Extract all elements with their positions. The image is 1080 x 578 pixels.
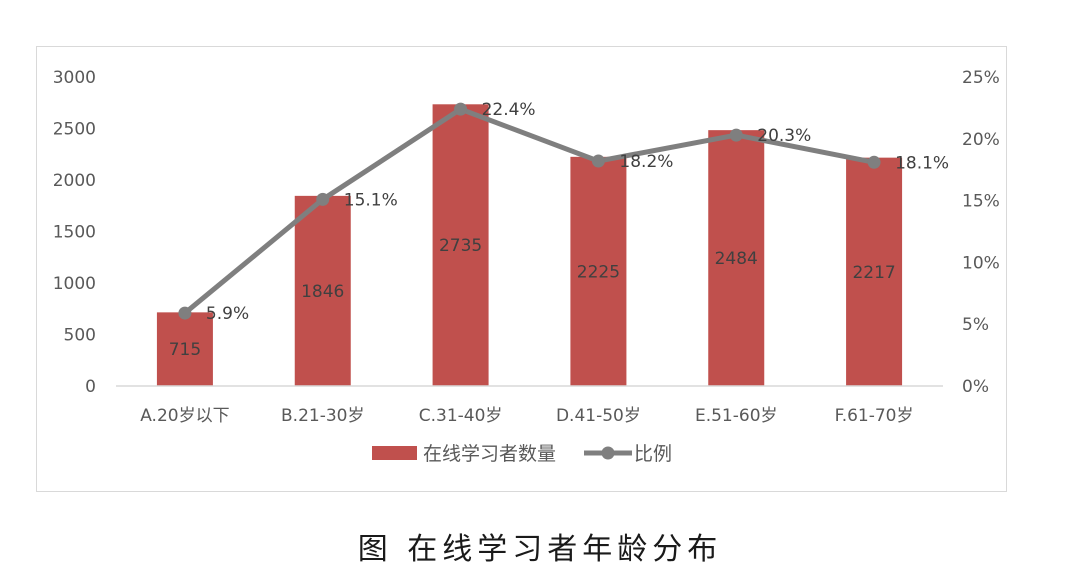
ratio-line xyxy=(183,106,875,316)
ratio-value-label: 20.3% xyxy=(757,126,811,146)
bar-value-label: 715 xyxy=(169,340,201,360)
bar-value-label: 1846 xyxy=(301,282,344,302)
bar xyxy=(846,157,903,386)
category-label: C.31-40岁 xyxy=(419,406,503,426)
left-axis-tick-label: 2500 xyxy=(53,120,96,140)
bar-value-label: 2225 xyxy=(577,262,620,282)
bar-value-label: 2735 xyxy=(439,236,482,256)
bar xyxy=(570,156,627,386)
bar xyxy=(432,104,489,387)
ratio-value-label: 5.9% xyxy=(206,304,249,324)
right-axis-tick-label: 25% xyxy=(962,68,1000,88)
bar xyxy=(294,195,351,386)
legend-bar-label: 在线学习者数量 xyxy=(423,443,556,465)
legend-line-label: 比例 xyxy=(634,443,672,465)
ratio-value-label: 15.1% xyxy=(344,190,398,210)
left-axis-tick-label: 500 xyxy=(64,326,96,346)
ratio-value-label: 22.4% xyxy=(482,100,536,120)
right-axis-tick-label: 15% xyxy=(962,192,1000,212)
right-axis-tick-label: 5% xyxy=(962,315,989,335)
left-axis-tick-label: 2000 xyxy=(53,171,96,191)
category-label: D.41-50岁 xyxy=(556,406,641,426)
ratio-point xyxy=(729,128,743,142)
left-axis-tick-label: 1000 xyxy=(53,274,96,294)
category-label: B.21-30岁 xyxy=(281,406,364,426)
legend-line-marker xyxy=(601,446,615,460)
bar-value-label: 2217 xyxy=(852,263,895,283)
bar xyxy=(156,312,213,386)
chart-frame xyxy=(36,46,1007,492)
legend-bar-swatch xyxy=(372,446,417,460)
category-label: F.61-70岁 xyxy=(835,406,914,426)
figure-caption: 图 在线学习者年龄分布 xyxy=(357,532,723,567)
ratio-point xyxy=(454,102,468,116)
bar xyxy=(708,130,765,386)
ratio-point xyxy=(316,192,330,206)
ratio-value-label: 18.2% xyxy=(619,152,673,172)
ratio-value-label: 18.1% xyxy=(895,153,949,173)
ratio-point xyxy=(867,155,881,169)
right-axis-tick-label: 0% xyxy=(962,377,989,397)
left-axis-tick-label: 0 xyxy=(85,377,96,397)
left-axis-tick-label: 3000 xyxy=(53,68,96,88)
right-axis-tick-label: 20% xyxy=(962,130,1000,150)
left-axis-tick-label: 1500 xyxy=(53,223,96,243)
ratio-point xyxy=(591,154,605,168)
ratio-point xyxy=(178,306,192,320)
category-label: A.20岁以下 xyxy=(140,406,229,426)
category-label: E.51-60岁 xyxy=(695,406,778,426)
bar-value-label: 2484 xyxy=(715,249,758,269)
right-axis-tick-label: 10% xyxy=(962,253,1000,273)
